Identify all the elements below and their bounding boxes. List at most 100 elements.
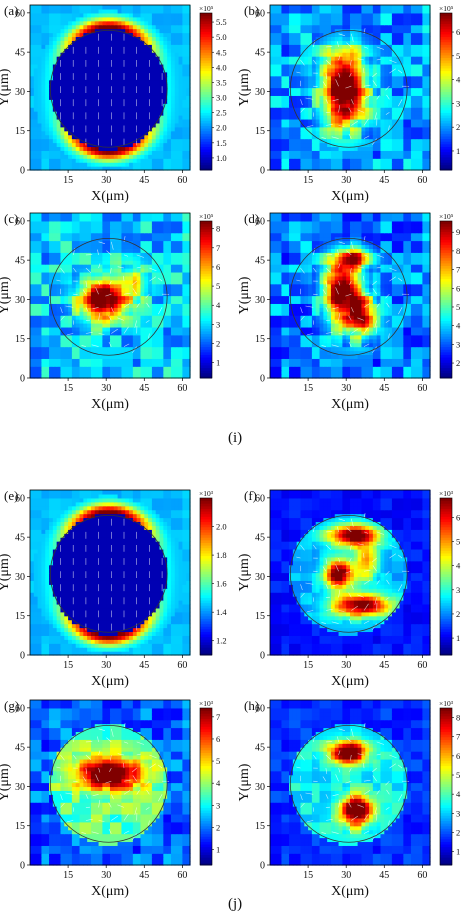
heatmap-cell (144, 287, 149, 293)
heatmap-cell (41, 83, 46, 89)
heatmap-cell (129, 130, 134, 136)
heatmap-cell (106, 162, 111, 167)
heatmap-cell (418, 40, 423, 45)
heatmap-cell (71, 346, 77, 352)
heatmap-cell (308, 16, 313, 22)
colorbar-tick-label: 2 (456, 122, 460, 132)
heatmap-cell (323, 130, 328, 136)
heatmap-cell (41, 291, 46, 297)
heatmap-cell (391, 99, 397, 104)
heatmap-cell (49, 91, 54, 96)
heatmap-cell (83, 56, 88, 61)
heatmap-cell (399, 162, 404, 167)
heatmap-cell (68, 16, 73, 22)
heatmap-cell (311, 48, 317, 53)
heatmap-cell (148, 130, 153, 136)
heatmap-cell (391, 63, 397, 69)
heatmap-cell (52, 83, 58, 89)
heatmap-cell (83, 99, 88, 104)
heatmap-cell (30, 122, 35, 128)
colorbar-segment (440, 162, 452, 166)
colorbar-tick-label: 5.0 (216, 32, 227, 42)
heatmap-cell (121, 134, 126, 140)
heatmap-cell (319, 67, 324, 73)
heatmap-cell (49, 28, 54, 34)
heatmap-cell (388, 95, 393, 100)
heatmap-cell (113, 307, 119, 312)
heatmap-cell (144, 334, 149, 340)
heatmap-cell (113, 299, 119, 304)
heatmap-cell (33, 52, 39, 57)
heatmap-cell (304, 91, 309, 96)
heatmap-cell (414, 111, 420, 116)
heatmap-cell (338, 138, 343, 144)
heatmap-cell (140, 370, 145, 375)
heatmap-cell (167, 303, 172, 308)
heatmap-cell (330, 166, 336, 171)
heatmap-cell (270, 67, 275, 73)
heatmap-cell (87, 342, 92, 348)
heatmap-cell (45, 334, 50, 340)
heatmap-cell (330, 158, 336, 163)
colorbar-tick-label: 4 (456, 75, 461, 85)
heatmap-cell (361, 166, 366, 171)
heatmap-cell (71, 283, 77, 289)
heatmap-cell (136, 79, 142, 85)
colorbar-segment (440, 135, 452, 140)
heatmap-cell (391, 158, 397, 163)
heatmap-cell (151, 154, 157, 159)
heatmap-cell (300, 60, 305, 65)
heatmap-cell (155, 323, 161, 328)
heatmap-cell (407, 95, 412, 100)
heatmap-cell (106, 287, 111, 293)
heatmap-cell (125, 83, 130, 89)
heatmap-cell (151, 311, 157, 316)
heatmap-cell (418, 158, 423, 163)
heatmap-cell (399, 36, 404, 41)
heatmap-cell (273, 138, 279, 144)
heatmap-cell (357, 52, 363, 57)
heatmap-cell (102, 319, 107, 324)
heatmap-cell (94, 75, 100, 81)
heatmap-cell (110, 8, 115, 14)
heatmap-cell (319, 166, 324, 171)
heatmap-cell (426, 146, 431, 151)
heatmap-cell (30, 32, 35, 38)
heatmap-cell (418, 111, 423, 116)
colorbar-segment (200, 151, 212, 155)
heatmap-cell (182, 311, 187, 316)
heatmap-cell (369, 162, 374, 167)
heatmap-cell (273, 158, 279, 163)
heatmap-cell (33, 134, 39, 140)
heatmap-cell (60, 334, 65, 340)
heatmap-cell (129, 103, 134, 108)
heatmap-cell (132, 75, 138, 81)
heatmap-cell (384, 103, 389, 108)
heatmap-cell (315, 32, 321, 38)
vector-arrow (389, 59, 397, 64)
heatmap-cell (125, 319, 130, 324)
heatmap-cell (87, 334, 92, 340)
heatmap-cell (289, 36, 294, 41)
heatmap-cell (350, 24, 355, 30)
heatmap-cell (148, 103, 153, 108)
heatmap-cell (186, 319, 191, 324)
heatmap-cell (422, 44, 427, 49)
heatmap-cell (159, 150, 164, 155)
heatmap-cell (144, 299, 149, 304)
heatmap-cell (79, 358, 84, 363)
heatmap-cell (49, 271, 54, 277)
heatmap-cell (327, 134, 332, 140)
heatmap-cell (87, 275, 92, 281)
heatmap-cell (49, 8, 54, 14)
heatmap-cell (151, 295, 157, 301)
heatmap-cell (273, 52, 279, 57)
heatmap-cell (68, 287, 73, 293)
heatmap-cell (365, 44, 370, 49)
heatmap-cell (151, 79, 157, 85)
heatmap-cell (136, 319, 142, 324)
heatmap-cell (68, 103, 73, 108)
heatmap-cell (98, 8, 103, 14)
heatmap-cell (60, 71, 65, 77)
heatmap-cell (289, 32, 294, 38)
